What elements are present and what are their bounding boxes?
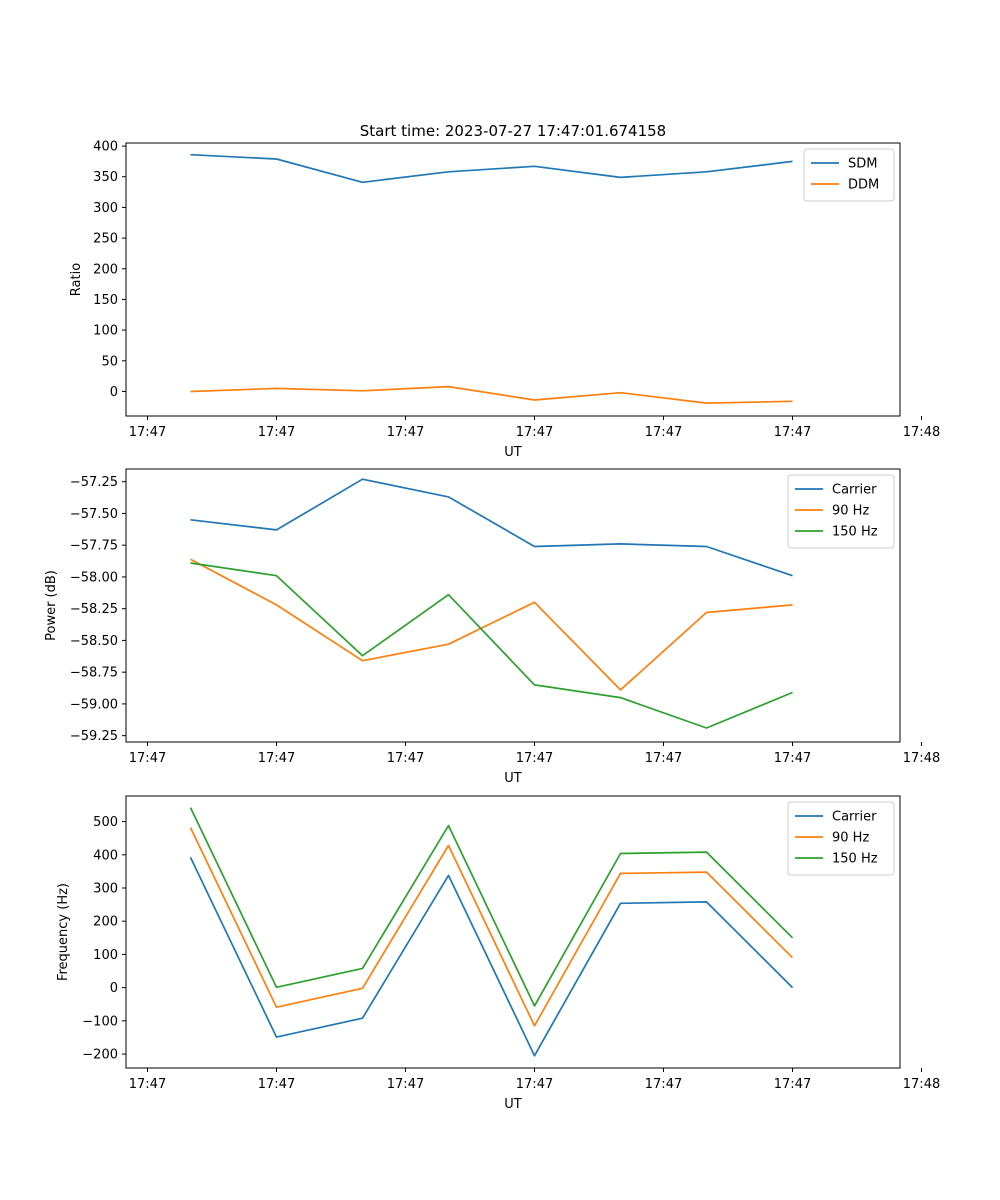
ratio-y-tick-label: 400 [93, 140, 118, 155]
frequency-x-tick-label: 17:47 [516, 1077, 553, 1092]
frequency-legend-label: Carrier [832, 810, 877, 825]
power-series-90-hz [190, 558, 793, 691]
frequency-y-axis-label: Frequency (Hz) [56, 883, 71, 981]
frequency-x-tick-label: 17:48 [903, 1077, 940, 1092]
ratio-x-tick-label: 17:47 [129, 425, 166, 440]
frequency-y-tick-label: 300 [93, 881, 118, 896]
frequency-legend-label: 150 Hz [832, 852, 878, 867]
power-y-axis-label: Power (dB) [44, 570, 59, 641]
ratio-panel: 17:47 17:47 17:47 17:47 17:47 17:47 17:48 0 50 10… [69, 140, 940, 460]
power-x-tick-label: 17:48 [903, 751, 940, 766]
frequency-legend: Carrier 90 Hz 150 Hz [787, 801, 895, 876]
power-y-tick-label: −57.25 [70, 475, 118, 490]
power-y-tick-label: −57.75 [70, 539, 118, 554]
ratio-x-tick-label: 17:47 [645, 425, 682, 440]
frequency-x-tick-label: 17:47 [258, 1077, 295, 1092]
power-x-tick-label: 17:47 [516, 751, 553, 766]
power-y-tick-label: −59.25 [70, 729, 118, 744]
ratio-y-tick-label: 50 [101, 354, 118, 369]
power-y-tick-label: −57.50 [70, 507, 118, 522]
power-x-tick-label: 17:47 [129, 751, 166, 766]
frequency-x-tick-label: 17:47 [774, 1077, 811, 1092]
ratio-x-tick-label: 17:47 [774, 425, 811, 440]
frequency-x-axis-label: UT [504, 1097, 522, 1112]
ratio-legend-box [803, 148, 895, 202]
ratio-y-tick-label: 350 [93, 170, 118, 185]
frequency-y-tick-label: 200 [93, 915, 118, 930]
power-x-tick-label: 17:47 [258, 751, 295, 766]
power-legend: Carrier 90 Hz 150 Hz [787, 474, 895, 549]
frequency-y-tick-label: 500 [93, 815, 118, 830]
frequency-legend-label: 90 Hz [832, 831, 869, 846]
power-legend-box [787, 474, 895, 549]
power-x-tick-label: 17:47 [387, 751, 424, 766]
power-y-tick-label: −58.25 [70, 602, 118, 617]
power-y-tick-label: −58.50 [70, 634, 118, 649]
power-y-tick-label: −59.00 [70, 697, 118, 712]
frequency-y-tick-label: 400 [93, 848, 118, 863]
power-x-tick-label: 17:47 [774, 751, 811, 766]
frequency-x-tick-label: 17:47 [645, 1077, 682, 1092]
frequency-x-tick-label: 17:47 [129, 1077, 166, 1092]
frequency-series-150-hz [189, 807, 794, 1007]
power-y-tick-label: −58.00 [70, 570, 118, 585]
frequency-y-tick-label: 100 [93, 948, 118, 963]
frequency-y-tick-label: 0 [110, 981, 118, 996]
ratio-y-tick-label: 200 [93, 262, 118, 277]
power-panel: 17:47 17:47 17:47 17:47 17:47 17:47 17:48 −59.2… [44, 468, 940, 786]
power-axes-frame [125, 468, 901, 743]
ratio-legend-label: DDM [848, 178, 879, 193]
power-y-tick-label: −58.75 [70, 666, 118, 681]
ratio-x-tick-label: 17:47 [387, 425, 424, 440]
ratio-y-tick-label: 250 [93, 232, 118, 247]
frequency-x-tick-label: 17:47 [387, 1077, 424, 1092]
ratio-legend-label: SDM [848, 157, 877, 172]
ratio-axes-frame [125, 142, 901, 417]
ratio-x-tick-label: 17:47 [516, 425, 553, 440]
ratio-x-axis-label: UT [504, 445, 522, 460]
ratio-y-axis-label: Ratio [69, 263, 84, 296]
frequency-series-90-hz [189, 827, 794, 1027]
ratio-y-tick-label: 0 [110, 385, 118, 400]
ratio-x-tick-label: 17:48 [903, 425, 940, 440]
power-x-axis-label: UT [504, 771, 522, 786]
ratio-y-tick-label: 150 [93, 293, 118, 308]
frequency-panel: 17:47 17:47 17:47 17:47 17:47 17:47 17:48 −200 −… [56, 795, 940, 1112]
frequency-y-tick-label: −200 [82, 1048, 118, 1063]
power-series-150-hz [190, 562, 793, 729]
ratio-series-ddm [190, 385, 793, 404]
power-x-tick-label: 17:47 [645, 751, 682, 766]
frequency-axes-frame [125, 795, 901, 1069]
frequency-series-carrier [189, 857, 794, 1057]
ratio-y-tick-label: 100 [93, 324, 118, 339]
frequency-y-tick-label: −100 [82, 1014, 118, 1029]
ratio-series-sdm [190, 153, 793, 184]
power-legend-label: 90 Hz [832, 504, 869, 519]
ratio-legend: SDM DDM [803, 148, 895, 202]
power-legend-label: Carrier [832, 483, 877, 498]
power-series-carrier [190, 478, 793, 577]
power-legend-label: 150 Hz [832, 525, 878, 540]
frequency-legend-box [787, 801, 895, 876]
ratio-y-tick-label: 300 [93, 201, 118, 216]
figure-title: Start time: 2023-07-27 17:47:01.674158 [360, 122, 666, 140]
ratio-x-tick-label: 17:47 [258, 425, 295, 440]
